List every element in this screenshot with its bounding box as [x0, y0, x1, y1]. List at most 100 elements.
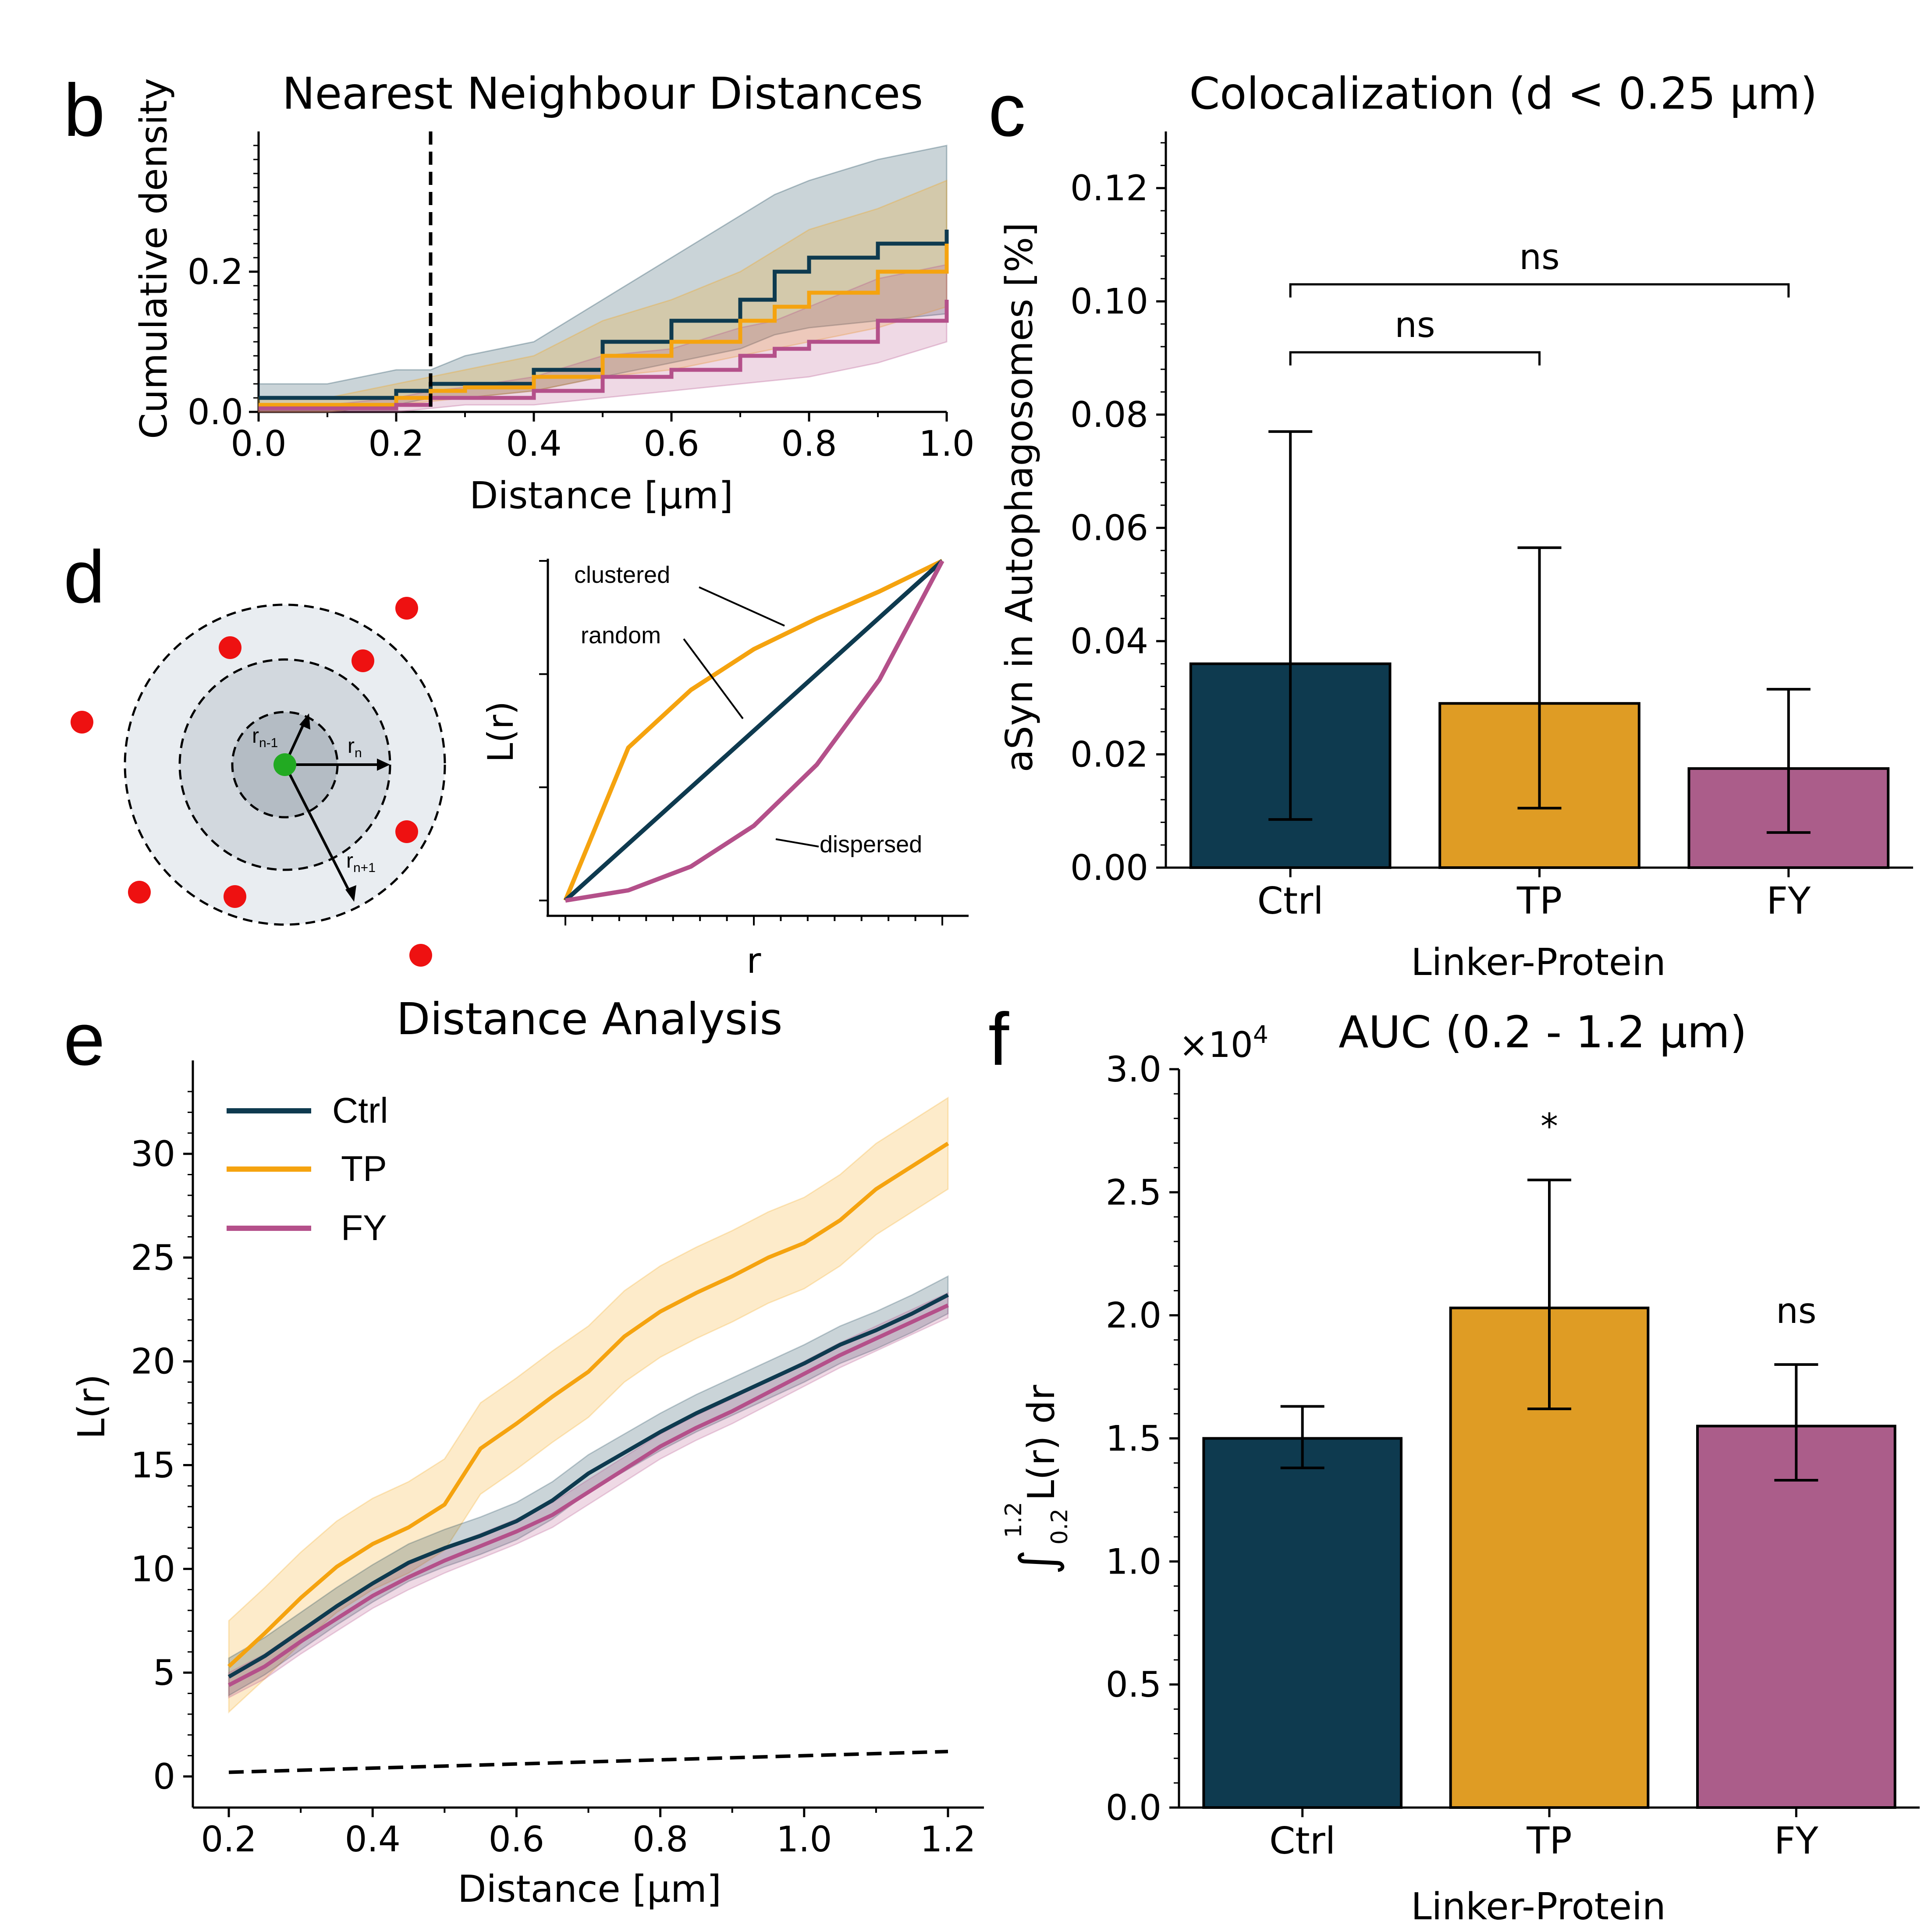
y-tick-label: 2.5	[1106, 1172, 1161, 1213]
y-tick-label: 0	[153, 1756, 175, 1797]
lr-schematic-plot: L(r) r clustered random dispersed	[480, 559, 969, 981]
panel-e-legend: Ctrl TP FY	[227, 1091, 388, 1248]
radius-arrowhead-n	[377, 759, 390, 771]
y-tick-label: 15	[131, 1445, 175, 1486]
x-tick-label: 0.8	[632, 1819, 688, 1860]
neighbour-point	[395, 597, 418, 620]
radius-arrow-next	[284, 764, 352, 895]
x-tick-label: 0.0	[231, 423, 286, 464]
curve-dispersed	[565, 560, 944, 903]
panel-letter-c: c	[988, 69, 1026, 152]
panel-e-plot-area: 0.2 0.4 0.6 0.8 1.0 1.2 0 5 10 15 20 25 30	[131, 1060, 984, 1860]
y-tick-label: 5	[153, 1652, 175, 1693]
neighbour-point	[219, 636, 241, 659]
y-tick-label: 0.08	[1070, 394, 1148, 435]
panel-f-ylabel-text: L(r) dr	[1020, 1385, 1063, 1501]
x-tick-label: 0.4	[506, 423, 561, 464]
x-tick-label: 0.2	[201, 1819, 256, 1860]
y-tick-label: 0.0	[1106, 1787, 1161, 1828]
y-tick-label: 30	[131, 1134, 175, 1174]
dispersed-label: dispersed	[820, 831, 922, 858]
curve-clustered	[563, 559, 944, 901]
series-line-tp	[259, 244, 949, 407]
panel-c-xlabel: Linker-Protein	[1411, 941, 1665, 984]
panel-letter-e: e	[64, 998, 105, 1081]
series-line-fy	[259, 300, 949, 411]
significance-label: ns	[1776, 1290, 1816, 1331]
panel-f-multiplier: ×104	[1179, 1021, 1268, 1065]
integral-upper-limit: 1.2	[1001, 1502, 1027, 1538]
clustered-pointer	[699, 586, 785, 627]
series-line-fy	[227, 1303, 949, 1687]
integral-sign: ∫	[1009, 1549, 1065, 1574]
x-tick-label: 1.0	[776, 1819, 832, 1860]
panel-letter-b: b	[64, 69, 105, 152]
y-tick-label: 0.12	[1070, 168, 1148, 209]
neighbour-point	[395, 820, 418, 843]
series-line-ctrl	[227, 1293, 949, 1679]
radius-arrowhead-prev	[299, 713, 310, 730]
y-tick-label: 1.0	[1106, 1541, 1161, 1582]
lr-ylabel: L(r)	[480, 701, 521, 762]
neighbour-point	[224, 885, 246, 908]
panel-f: AUC (0.2 - 1.2 µm) ×104 ∫ 0.2 1.2 L(r) d…	[1001, 1007, 1920, 1928]
bar-fy	[1696, 1425, 1896, 1809]
random-label: random	[581, 622, 661, 649]
radius-label-prev: rn-1	[252, 724, 278, 750]
panel-letter-f: f	[988, 998, 1009, 1081]
dispersed-pointer	[775, 838, 819, 847]
legend-label-ctrl: Ctrl	[332, 1091, 388, 1131]
y-tick-label: 25	[131, 1237, 175, 1278]
panel-e: Distance Analysis L(r) Distance [µm] 0.2…	[70, 993, 984, 1911]
lr-xlabel: r	[747, 940, 761, 981]
y-tick-label: 0.02	[1070, 734, 1148, 775]
x-tick-label: 1.0	[919, 423, 974, 464]
x-tick-label: 0.2	[368, 423, 424, 464]
center-point	[273, 753, 296, 776]
y-tick-label: 0.2	[188, 252, 243, 292]
y-tick-label: 20	[131, 1341, 175, 1382]
random-reference-line	[228, 1750, 948, 1774]
integral-lower-limit: 0.2	[1047, 1508, 1073, 1545]
significance-label: ns	[1395, 305, 1435, 345]
panel-e-xlabel: Distance [µm]	[458, 1868, 721, 1911]
x-tick-label: 0.8	[781, 423, 837, 464]
panel-f-ylabel: ∫ 0.2 1.2 L(r) dr	[1001, 1385, 1073, 1574]
x-tick-label-ctrl: Ctrl	[1257, 879, 1324, 923]
x-tick-label: 1.2	[920, 1819, 976, 1860]
radius-arrowhead-next	[345, 885, 356, 902]
panel-e-title: Distance Analysis	[396, 993, 782, 1045]
x-tick-label: 0.6	[489, 1819, 544, 1860]
random-pointer	[683, 638, 744, 720]
y-tick-label: 0.5	[1106, 1664, 1161, 1705]
x-tick-label: 0.4	[345, 1819, 401, 1860]
significance-bracket	[1289, 351, 1541, 365]
legend-label-tp: TP	[341, 1149, 387, 1189]
panel-b-plot-area: 0.0 0.2 0.4 0.6 0.8 1.0 0.0 0.2	[188, 131, 975, 464]
x-tick-label-fy: FY	[1774, 1819, 1819, 1863]
panel-c: Colocalization (d < 0.25 µm) aSyn in Aut…	[998, 68, 1913, 984]
y-tick-label: 3.0	[1106, 1049, 1161, 1090]
clustered-label: clustered	[574, 562, 670, 588]
neighbour-point	[128, 881, 151, 904]
neighbour-point	[409, 944, 432, 967]
panel-b-xlabel: Distance [µm]	[469, 474, 733, 518]
x-tick-label-tp: TP	[1526, 1819, 1572, 1863]
curve-random	[564, 559, 944, 902]
radius-label-n: rn	[348, 734, 362, 760]
neighbour-point	[352, 649, 374, 672]
panel-f-title: AUC (0.2 - 1.2 µm)	[1339, 1007, 1747, 1058]
x-tick-label-tp: TP	[1516, 879, 1562, 923]
panel-c-plot-area: 0.00 0.02 0.04 0.06 0.08 0.10 0.12 Ctrl TP FY ns ns	[1070, 131, 1913, 923]
panel-b-ylabel: Cumulative density	[132, 78, 176, 439]
panel-c-title: Colocalization (d < 0.25 µm)	[1189, 68, 1817, 119]
y-tick-label: 10	[131, 1549, 175, 1589]
significance-label: *	[1541, 1106, 1558, 1147]
x-tick-label-ctrl: Ctrl	[1269, 1819, 1335, 1863]
panel-f-xlabel: Linker-Protein	[1411, 1885, 1665, 1928]
y-tick-label: 0.00	[1070, 847, 1148, 888]
y-tick-label: 0.0	[188, 392, 243, 432]
neighbour-point	[71, 711, 93, 734]
panel-e-ylabel: L(r)	[70, 1374, 114, 1439]
